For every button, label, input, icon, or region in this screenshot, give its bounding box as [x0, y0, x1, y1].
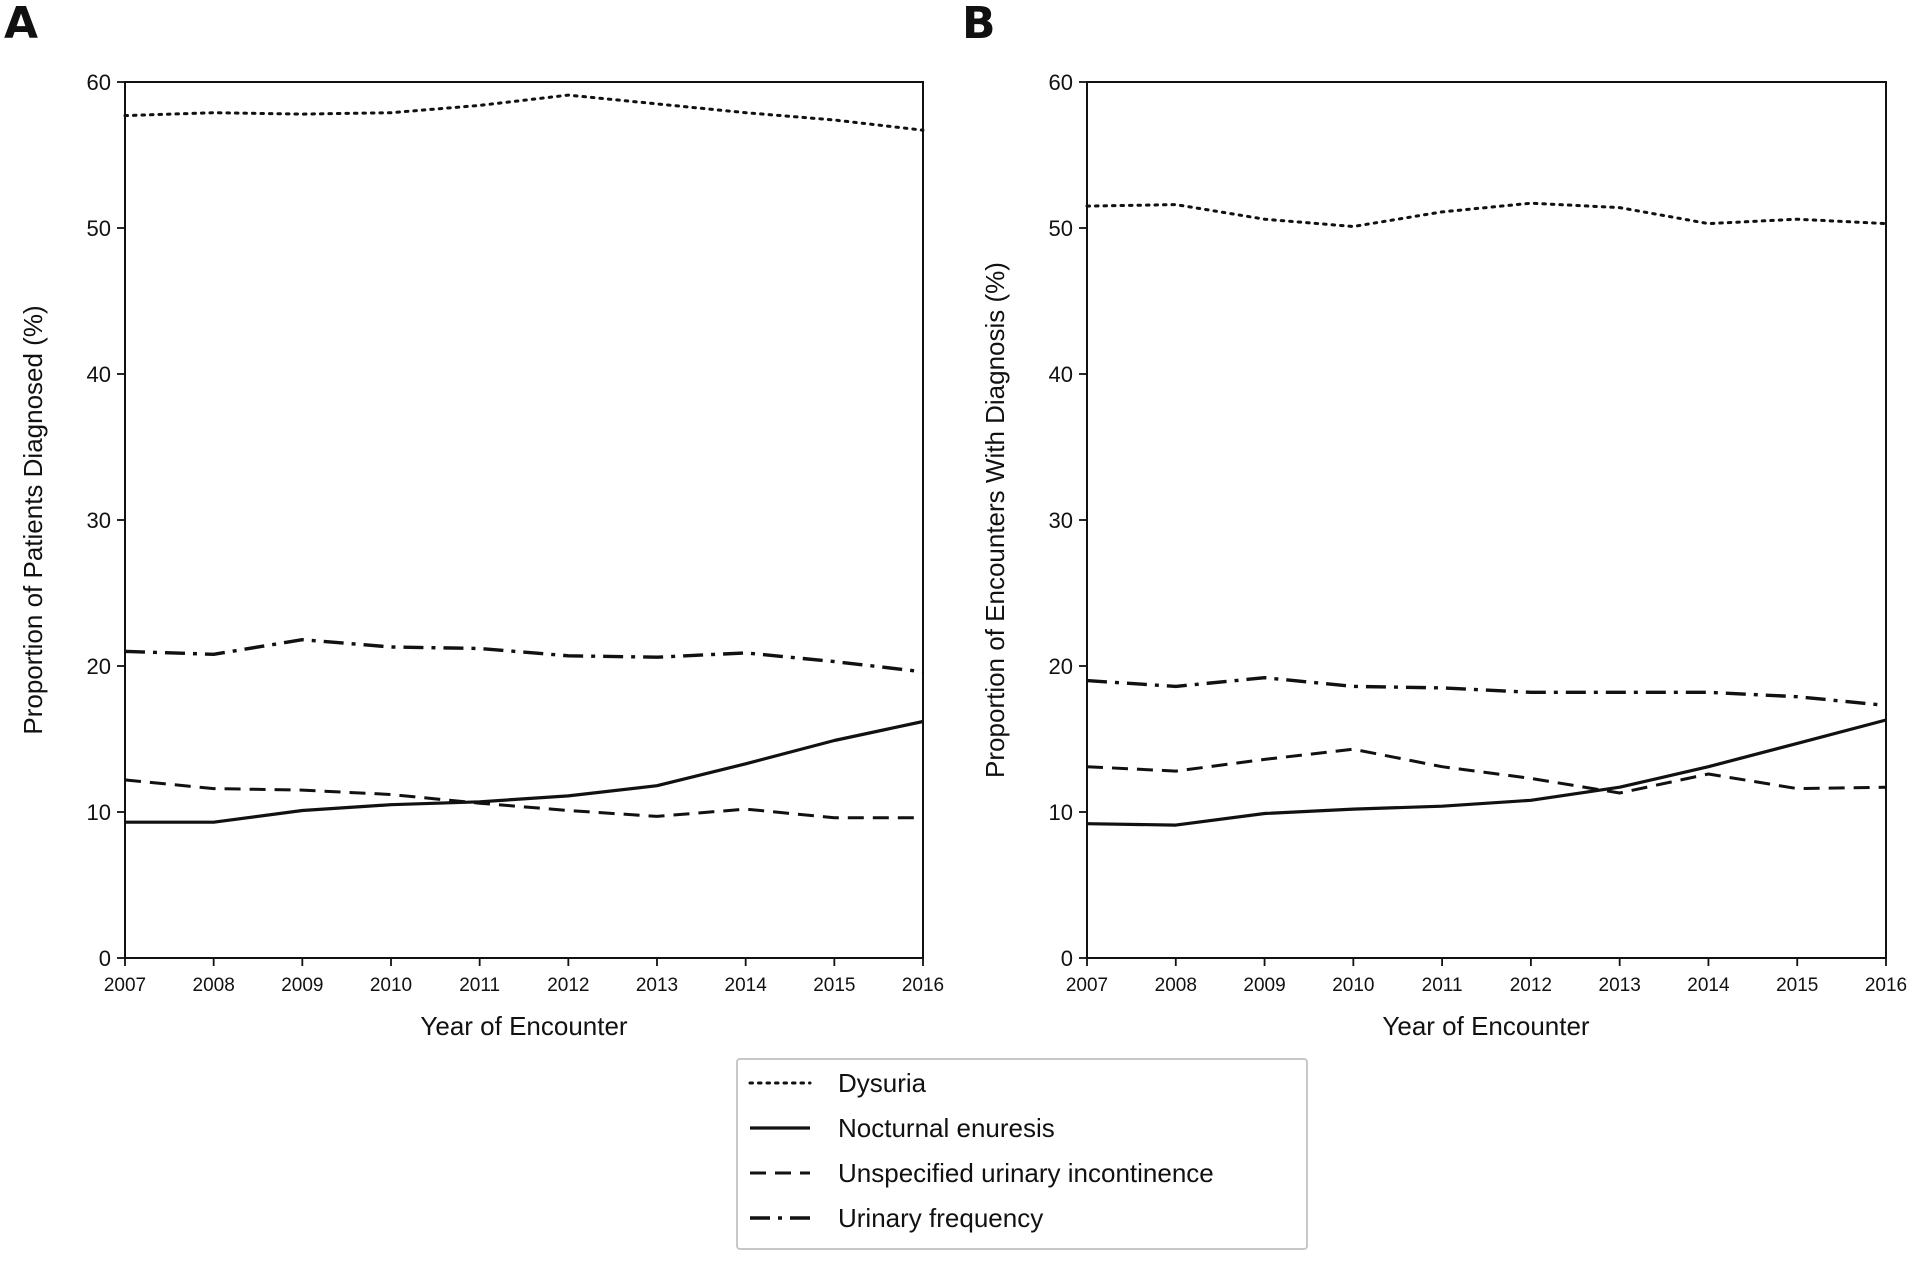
series-line-unspecified-urinary-incontinence-b — [1086, 747, 1887, 795]
y-tick-label-a: 40 — [87, 362, 111, 387]
y-tick-label-a: 0 — [99, 946, 111, 971]
y-tick-label-b: 50 — [1049, 216, 1073, 241]
y-tick-label-b: 10 — [1049, 800, 1073, 825]
y-tick-label-b: 60 — [1049, 70, 1073, 95]
y-tick-label-b: 0 — [1061, 946, 1073, 971]
y-axis-label-a: Proportion of Patients Diagnosed (%) — [18, 305, 48, 734]
series-line-nocturnal-enuresis-b — [1086, 718, 1887, 827]
panel-label-a: A — [4, 0, 38, 49]
y-tick-label-b: 20 — [1049, 654, 1073, 679]
y-tick-label-a: 10 — [87, 800, 111, 825]
x-tick-label-a: 2008 — [193, 975, 235, 996]
x-axis-label-b: Year of Encounter — [1382, 1011, 1590, 1041]
x-tick-label-b: 2011 — [1422, 975, 1463, 996]
x-tick-label-b: 2012 — [1510, 975, 1552, 996]
legend-item-nocturnal-enuresis: Nocturnal enuresis — [750, 1113, 1055, 1143]
x-tick-label-b: 2014 — [1687, 975, 1730, 996]
series-line-urinary-frequency-a — [124, 638, 924, 674]
x-tick-label-b: 2016 — [1865, 975, 1907, 996]
panel-label-b: B — [962, 0, 996, 49]
legend-item-urinary-frequency: Urinary frequency — [750, 1203, 1043, 1233]
x-tick-label-a: 2015 — [813, 975, 855, 996]
x-tick-label-a: 2014 — [725, 975, 768, 996]
legend-label-urinary-frequency: Urinary frequency — [838, 1203, 1043, 1233]
legend: Dysuria Nocturnal enuresis Unspecified u… — [736, 1058, 1308, 1250]
series-line-nocturnal-enuresis-a — [125, 719, 924, 824]
legend-label-nocturnal-enuresis: Nocturnal enuresis — [838, 1113, 1055, 1143]
y-tick-label-a: 20 — [87, 654, 111, 679]
panel-a: A 0 10 20 30 40 50 60 2007 2008 2009 2010 2011 2012 2… — [4, 0, 944, 1041]
series-line-unspecified-urinary-incontinence-a — [124, 778, 923, 820]
y-tick-label-a: 50 — [87, 216, 111, 241]
x-tick-label-b: 2008 — [1155, 975, 1197, 996]
x-tick-label-b: 2009 — [1243, 975, 1285, 996]
y-tick-label-b: 40 — [1049, 362, 1073, 387]
x-tick-label-a: 2010 — [370, 975, 412, 996]
panel-b: B 0 10 20 30 40 50 60 2007 2008 2009 2010 2011 2012 2… — [962, 0, 1907, 1041]
y-tick-label-a: 30 — [87, 508, 111, 533]
series-line-dysuria-b — [1085, 201, 1888, 228]
legend-item-dysuria: Dysuria — [748, 1068, 927, 1098]
y-axis-label-b: Proportion of Encounters With Diagnosis … — [980, 262, 1010, 778]
legend-label-unspecified-urinary-incontinence: Unspecified urinary incontinence — [838, 1158, 1214, 1188]
legend-label-dysuria: Dysuria — [838, 1068, 927, 1098]
x-tick-label-a: 2009 — [281, 975, 323, 996]
x-tick-label-a: 2016 — [902, 975, 944, 996]
y-tick-label-a: 60 — [87, 70, 111, 95]
legend-box — [736, 1058, 1308, 1250]
x-tick-label-b: 2015 — [1776, 975, 1818, 996]
x-tick-label-b: 2013 — [1599, 975, 1641, 996]
x-tick-label-a: 2011 — [459, 975, 500, 996]
legend-item-unspecified-urinary-incontinence: Unspecified urinary incontinence — [750, 1158, 1214, 1188]
x-tick-label-b: 2007 — [1066, 975, 1108, 996]
plot-frame-a — [124, 81, 924, 959]
x-tick-label-a: 2013 — [636, 975, 678, 996]
y-tick-label-b: 30 — [1049, 508, 1073, 533]
x-tick-label-a: 2012 — [547, 975, 589, 996]
series-line-urinary-frequency-b — [1086, 676, 1887, 708]
series-line-dysuria-a — [123, 93, 925, 132]
x-axis-label-a: Year of Encounter — [420, 1011, 628, 1041]
plot-frame-b — [1086, 81, 1887, 959]
x-tick-label-a: 2007 — [104, 975, 146, 996]
x-tick-label-b: 2010 — [1332, 975, 1374, 996]
